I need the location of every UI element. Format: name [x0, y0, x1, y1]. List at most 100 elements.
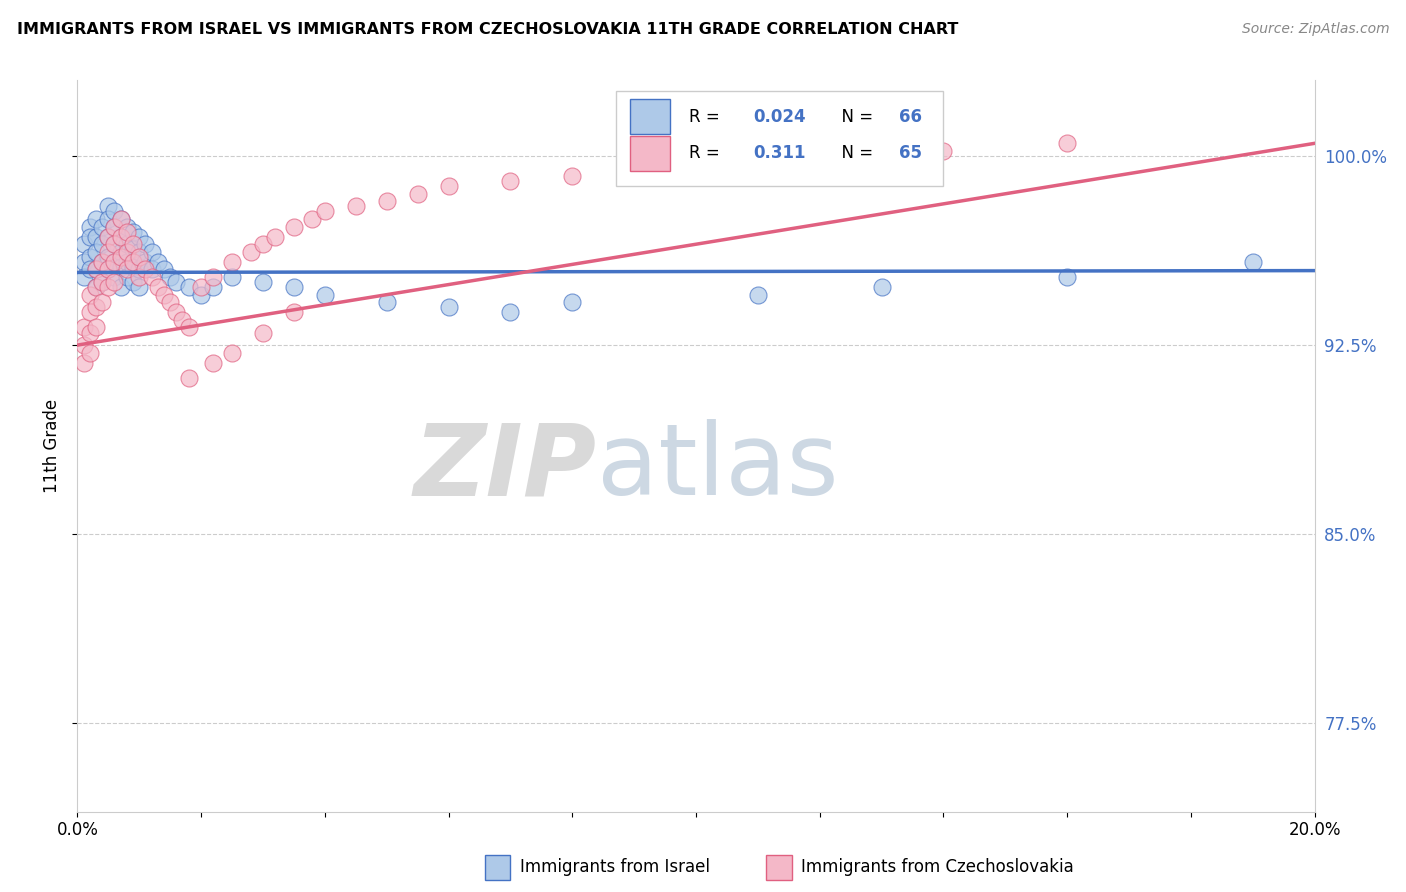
Point: [91, 275, 114, 289]
Point: [122, 260, 145, 274]
Point: [128, 229, 150, 244]
Point: [115, 270, 138, 285]
Point: [221, 270, 243, 285]
Point: [79, 305, 101, 319]
Point: [134, 237, 156, 252]
Point: [283, 305, 305, 319]
Point: [103, 270, 125, 285]
Point: [406, 186, 429, 201]
Point: [72, 270, 94, 285]
Point: [84, 262, 107, 277]
FancyBboxPatch shape: [616, 91, 943, 186]
Point: [932, 144, 955, 158]
Point: [146, 255, 169, 269]
Bar: [630, 136, 671, 171]
Point: [97, 199, 120, 213]
Point: [172, 313, 194, 327]
Point: [264, 229, 287, 244]
Point: [84, 320, 107, 334]
Text: 0.024: 0.024: [752, 108, 806, 126]
Point: [177, 320, 200, 334]
Point: [128, 280, 150, 294]
Bar: [630, 99, 671, 135]
Point: [190, 287, 212, 301]
Point: [84, 212, 107, 227]
Point: [79, 229, 101, 244]
Point: [103, 219, 125, 234]
Point: [202, 356, 225, 370]
Point: [103, 204, 125, 219]
Point: [79, 345, 101, 359]
Point: [79, 287, 101, 301]
Point: [72, 255, 94, 269]
Y-axis label: 11th Grade: 11th Grade: [42, 399, 60, 493]
Point: [1056, 136, 1078, 151]
Point: [1241, 255, 1264, 269]
Point: [283, 280, 305, 294]
Text: 66: 66: [898, 108, 922, 126]
Point: [159, 270, 181, 285]
Point: [437, 300, 460, 314]
Point: [97, 262, 120, 277]
Point: [159, 295, 181, 310]
Point: [72, 356, 94, 370]
Point: [252, 237, 274, 252]
Point: [84, 229, 107, 244]
Point: [499, 305, 522, 319]
Point: [91, 237, 114, 252]
Text: R =: R =: [689, 145, 724, 162]
Text: N =: N =: [831, 108, 879, 126]
Point: [79, 326, 101, 340]
Point: [110, 212, 132, 227]
Text: Immigrants from Czechoslovakia: Immigrants from Czechoslovakia: [801, 858, 1074, 876]
Point: [91, 295, 114, 310]
Point: [72, 338, 94, 352]
Point: [314, 204, 336, 219]
Point: [177, 280, 200, 294]
Text: atlas: atlas: [598, 419, 838, 516]
Point: [499, 174, 522, 188]
Point: [103, 255, 125, 269]
Text: Immigrants from Israel: Immigrants from Israel: [520, 858, 710, 876]
Point: [97, 262, 120, 277]
Point: [252, 275, 274, 289]
Point: [870, 280, 893, 294]
Point: [1056, 270, 1078, 285]
Point: [561, 295, 583, 310]
Text: ZIP: ZIP: [413, 419, 598, 516]
Point: [115, 244, 138, 259]
Point: [221, 255, 243, 269]
Point: [134, 262, 156, 277]
Point: [115, 219, 138, 234]
Point: [103, 219, 125, 234]
Point: [128, 244, 150, 259]
Text: N =: N =: [831, 145, 879, 162]
Point: [375, 194, 398, 209]
Point: [84, 244, 107, 259]
Point: [747, 287, 769, 301]
Point: [623, 161, 645, 176]
Point: [97, 244, 120, 259]
Point: [122, 237, 145, 252]
Point: [165, 275, 187, 289]
Point: [128, 270, 150, 285]
Point: [91, 255, 114, 269]
Point: [110, 280, 132, 294]
Point: [110, 260, 132, 274]
Point: [97, 212, 120, 227]
Point: [202, 280, 225, 294]
Point: [375, 295, 398, 310]
Point: [344, 199, 367, 213]
Point: [141, 262, 163, 277]
Point: [141, 244, 163, 259]
Point: [252, 326, 274, 340]
Point: [115, 262, 138, 277]
Point: [122, 225, 145, 239]
Point: [314, 287, 336, 301]
Point: [103, 237, 125, 252]
Point: [84, 280, 107, 294]
Point: [141, 270, 163, 285]
Point: [110, 212, 132, 227]
Point: [221, 345, 243, 359]
Point: [202, 270, 225, 285]
